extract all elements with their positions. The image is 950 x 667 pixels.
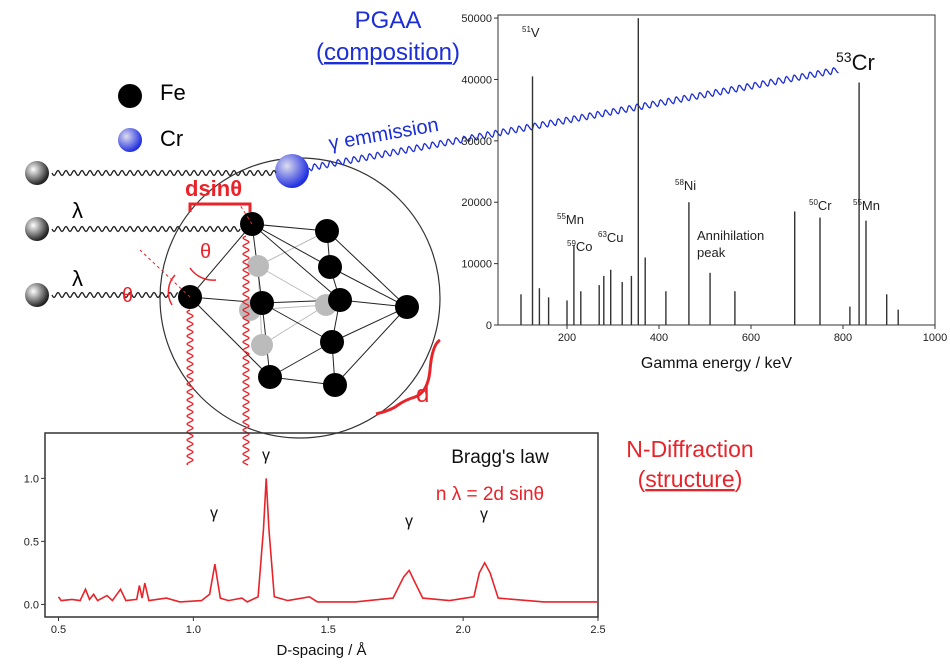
back-bonds <box>249 230 328 346</box>
normal-line <box>239 204 253 225</box>
peak-label: γ <box>405 513 413 530</box>
diagram: Fe Cr PGAA (composition) γ emmission 53C… <box>25 7 875 505</box>
theta-arc <box>167 274 176 306</box>
wave <box>51 225 241 233</box>
element: Mn <box>862 198 880 213</box>
element: Cr <box>852 50 875 75</box>
x-tick-label: 1.0 <box>186 624 201 636</box>
pgaa-subtitle: (composition) <box>316 39 460 66</box>
bragg-title: Bragg's law <box>451 447 549 468</box>
element: Co <box>576 239 593 254</box>
legend-cr-marker <box>118 128 142 152</box>
peak-label: 55Mn <box>853 198 880 213</box>
paren: ( <box>316 39 324 66</box>
x-axis-label: Gamma energy / keV <box>641 355 793 372</box>
dsin-bracket <box>188 202 252 212</box>
peak-label: γ <box>210 505 218 522</box>
d-bracket <box>375 338 441 416</box>
mass: 55 <box>853 198 862 207</box>
x-tick-label: 600 <box>742 332 760 344</box>
mass: 63 <box>598 230 607 239</box>
element: Cu <box>607 230 624 245</box>
paren: ) <box>735 466 743 492</box>
neutrons <box>25 161 49 307</box>
mass: 59 <box>567 239 576 248</box>
plot-frame <box>44 432 599 618</box>
x-tick-label: 2.5 <box>590 624 605 636</box>
paren: ) <box>452 39 460 66</box>
y-tick-label: 0.5 <box>24 536 39 548</box>
subtitle-word: structure <box>645 466 734 492</box>
element: Ni <box>684 178 696 193</box>
peak-label: 50Cr <box>809 198 832 213</box>
x-tick-label: 400 <box>650 332 668 344</box>
dsin-label: dsinθ <box>185 176 242 201</box>
y-tick-label: 1.0 <box>24 473 39 485</box>
cr53-label: 53Cr <box>836 49 875 75</box>
peak-label: γ <box>480 506 488 523</box>
pgaa-title: PGAA <box>355 7 422 34</box>
mass: 53 <box>836 49 852 65</box>
wave <box>308 66 839 172</box>
lambda: λ <box>72 266 83 291</box>
ndiff-subtitle: (structure) <box>638 466 743 492</box>
x-tick-label: 1000 <box>923 332 947 344</box>
y-tick-label: 0 <box>486 320 492 332</box>
x-tick-label: 0.5 <box>51 624 66 636</box>
legend-fe: Fe <box>160 80 186 105</box>
wave <box>51 169 277 177</box>
lambda: λ <box>72 198 83 223</box>
peak-label: 51V <box>522 25 540 40</box>
mass: 55 <box>557 212 566 221</box>
theta: θ <box>122 285 133 307</box>
peak-label: 63Cu <box>598 230 624 245</box>
element: Mn <box>566 212 584 227</box>
peak-label: 58Ni <box>675 178 696 193</box>
spectrum-line <box>57 478 598 603</box>
y-tick-label: 20000 <box>461 197 492 209</box>
theta: θ <box>200 241 211 263</box>
plot-frame <box>497 14 936 326</box>
element: V <box>531 25 540 40</box>
y-tick-label: 50000 <box>461 13 492 25</box>
y-tick-label: 10000 <box>461 259 492 271</box>
element: Cr <box>818 198 832 213</box>
peak-label: 55Mn <box>557 212 584 227</box>
x-tick-label: 800 <box>834 332 852 344</box>
peak-label: Annihilation <box>697 228 764 243</box>
x-tick-label: 200 <box>558 332 576 344</box>
mass: 51 <box>522 25 531 34</box>
waves <box>51 66 839 466</box>
y-tick-label: 0.0 <box>24 599 39 611</box>
cr-atom <box>275 154 309 188</box>
wave <box>51 291 179 299</box>
theta-arc <box>189 267 217 281</box>
paren: ( <box>638 466 646 492</box>
legend-cr: Cr <box>160 126 183 151</box>
bonds <box>189 223 408 386</box>
mass: 58 <box>675 178 684 187</box>
y-tick-label: 40000 <box>461 74 492 86</box>
y-tick-label: 30000 <box>461 136 492 148</box>
d-label: d <box>416 381 429 408</box>
subtitle-word: composition <box>324 39 452 66</box>
peak-label: 59Co <box>567 239 593 254</box>
ndiff-title: N-Diffraction <box>626 436 753 462</box>
peak-label: γ <box>262 447 270 464</box>
fe-atoms <box>178 212 419 397</box>
peak-label: peak <box>697 245 726 260</box>
emission-label: γ emmission <box>327 114 440 155</box>
bragg-equation: n λ = 2d sinθ <box>436 484 544 505</box>
wave <box>242 235 250 466</box>
wave <box>186 309 194 466</box>
x-axis-label: D-spacing / Å <box>276 642 366 659</box>
mass: 50 <box>809 198 818 207</box>
legend-fe-marker <box>118 84 142 108</box>
x-tick-label: 1.5 <box>321 624 336 636</box>
x-tick-label: 2.0 <box>455 624 470 636</box>
